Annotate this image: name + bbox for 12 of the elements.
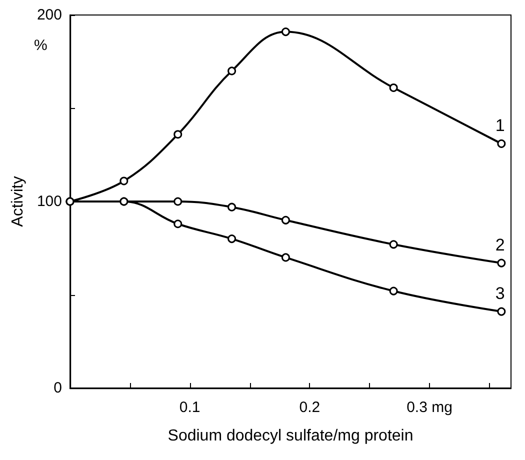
y-tick-label: 100 bbox=[36, 193, 62, 210]
x-axis-title: Sodium dodecyl sulfate/mg protein bbox=[168, 428, 414, 444]
series-label: 1 bbox=[495, 116, 505, 136]
series-label: 2 bbox=[495, 236, 505, 255]
y-tick-label: 200 bbox=[36, 6, 62, 24]
x-tick-label: 0.3 mg bbox=[406, 399, 452, 416]
y-tick-label: 0 bbox=[54, 380, 62, 396]
x-tick-label: 0.1 bbox=[179, 399, 200, 416]
text: % bbox=[34, 37, 48, 54]
y-axis-title: Activity bbox=[10, 176, 27, 227]
x-tick-label: 0.2 bbox=[299, 399, 320, 416]
series-label: 3 bbox=[495, 284, 505, 304]
